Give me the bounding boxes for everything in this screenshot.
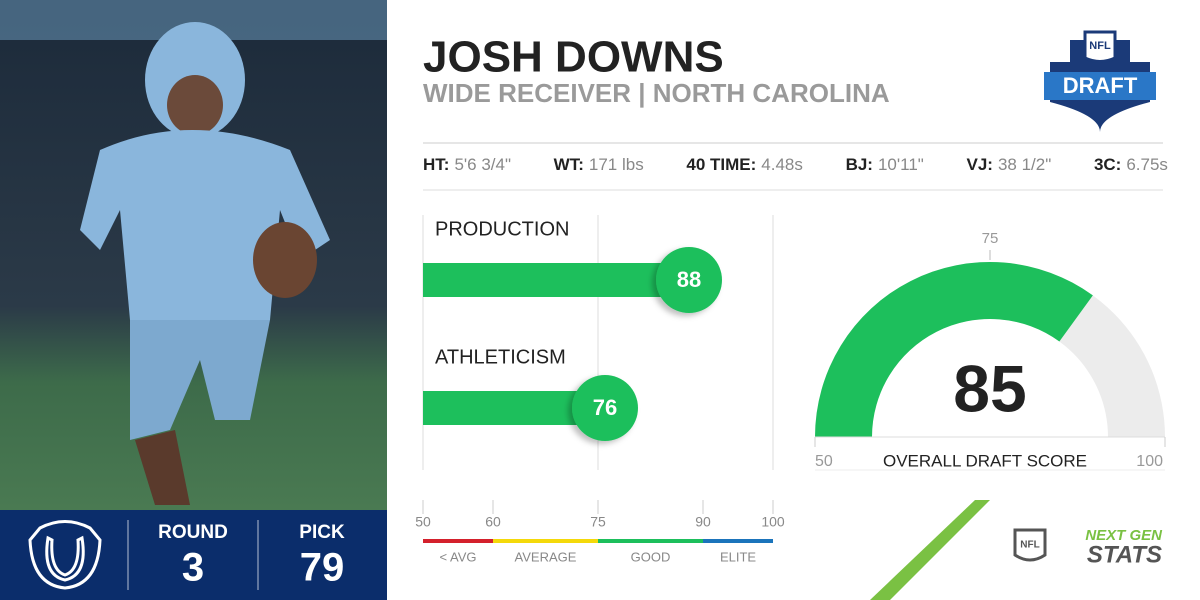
bar [423, 263, 689, 297]
gauge-max-label: 100 [1136, 453, 1163, 470]
draft-band [0, 510, 387, 600]
gauge-tick-label: 75 [982, 230, 999, 247]
measurement: WT: 171 lbs [554, 155, 644, 175]
bar-label: ATHLETICISM [435, 346, 566, 368]
legend-band [703, 539, 773, 543]
legend-band [493, 539, 598, 543]
ngs-bottom: STATS [1087, 541, 1162, 568]
draft-logo-text: DRAFT [1063, 73, 1138, 98]
player-position: WIDE RECEIVER | NORTH CAROLINA [423, 78, 890, 108]
player-name: JOSH DOWNS [423, 33, 724, 82]
bar-value: 76 [593, 395, 617, 420]
legend-tick-label: 100 [761, 514, 785, 530]
legend-tick-label: 90 [695, 514, 711, 530]
round-label: ROUND [158, 522, 228, 543]
measurement-value: 171 lbs [588, 155, 644, 174]
ngs-top: NEXT GEN [1085, 527, 1163, 544]
bar-badge [572, 375, 638, 441]
draft-logo: NFL DRAFT [1044, 30, 1156, 132]
round-value: 3 [182, 546, 204, 590]
measurement: 3C: 6.75s [1094, 155, 1168, 175]
legend-tick-label: 60 [485, 514, 501, 530]
gauge-value: 85 [953, 351, 1026, 425]
player-figure [80, 22, 330, 505]
measurement-value: 4.48s [761, 155, 803, 174]
measurement: BJ: 10'11" [846, 155, 924, 175]
bar-badge [656, 247, 722, 313]
legend-band [423, 539, 493, 543]
gauge-fill [815, 261, 1093, 437]
measurement-label: HT: [423, 155, 450, 174]
measurement: HT: 5'6 3/4" [423, 155, 511, 175]
measurement-value: 38 1/2" [997, 155, 1052, 174]
legend-label: GOOD [631, 549, 671, 564]
legend-tick-label: 75 [590, 514, 606, 530]
measurement-label: WT: [553, 155, 584, 174]
legend-label: AVERAGE [515, 549, 577, 564]
measurements: HT: 5'6 3/4" WT: 171 lbs 40 TIME: 4.48s BJ: 10'… [423, 155, 1168, 175]
measurement-label: 3C: [1093, 155, 1122, 174]
team-logo [28, 520, 102, 590]
measurement-value: 5'6 3/4" [454, 155, 511, 174]
pick-label: PICK [299, 522, 345, 543]
nfl-small: NFL [1020, 540, 1039, 551]
pick-value: 79 [300, 546, 345, 590]
legend-tick-label: 50 [415, 514, 431, 530]
measurement-label: BJ: [845, 155, 873, 174]
decor-stripe [870, 500, 990, 600]
nfl-logo-text: NFL [1089, 40, 1111, 52]
bar-value: 88 [677, 267, 701, 292]
bar-label: PRODUCTION [435, 218, 569, 240]
legend-band [598, 539, 703, 543]
measurement-label: 40 TIME: [686, 155, 757, 174]
legend-label: < AVG [440, 549, 477, 564]
measurement-value: 6.75s [1126, 155, 1168, 174]
ngs-logo: NFL NEXT GEN STATS [1013, 527, 1163, 568]
gauge-label: OVERALL DRAFT SCORE [883, 451, 1087, 470]
measurement-value: 10'11" [877, 155, 924, 174]
legend-label: ELITE [720, 549, 756, 564]
measurement: 40 TIME: 4.48s [686, 155, 803, 175]
measurement-label: VJ: [966, 155, 993, 174]
gauge-min-label: 50 [815, 453, 833, 470]
measurement: VJ: 38 1/2" [966, 155, 1051, 175]
